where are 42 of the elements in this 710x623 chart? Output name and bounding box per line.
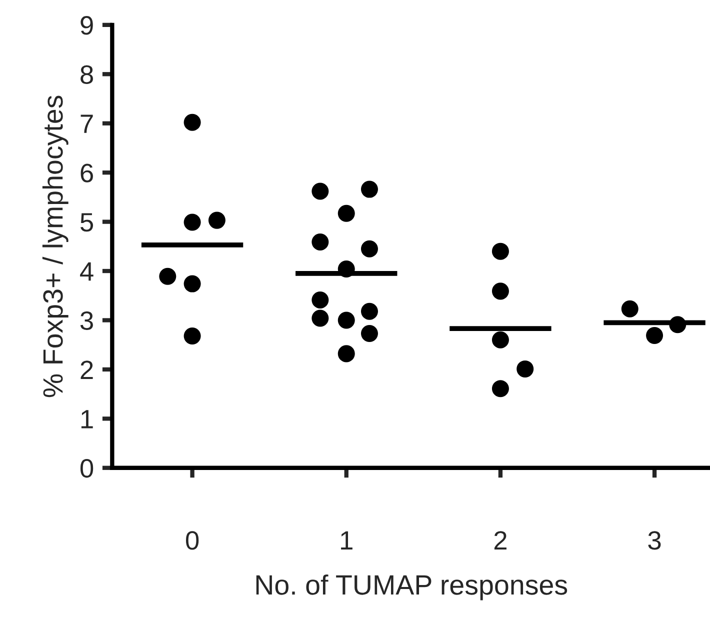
point bbox=[338, 312, 355, 329]
point bbox=[312, 292, 329, 309]
point bbox=[184, 275, 201, 292]
y-tick-label: 3 bbox=[80, 311, 93, 330]
x-tick-label: 3 bbox=[648, 531, 661, 550]
point bbox=[312, 182, 329, 200]
point bbox=[312, 233, 329, 250]
y-tick-label: 6 bbox=[80, 164, 93, 182]
y-tick-label: 7 bbox=[80, 114, 93, 133]
y-tick-label: 0 bbox=[80, 459, 94, 478]
point bbox=[516, 360, 534, 378]
x-tick-label: 2 bbox=[494, 531, 506, 550]
point bbox=[360, 302, 378, 320]
point bbox=[184, 214, 201, 231]
point bbox=[492, 242, 509, 260]
point bbox=[184, 114, 201, 131]
y-tick-label: 8 bbox=[80, 65, 93, 84]
point bbox=[492, 331, 509, 348]
point bbox=[338, 204, 355, 222]
point bbox=[338, 260, 355, 278]
point bbox=[208, 212, 226, 229]
point bbox=[492, 380, 509, 398]
point bbox=[312, 310, 329, 327]
x-axis-title: No. of TUMAP responses bbox=[256, 574, 568, 600]
y-axis-title: % Foxp3+ / lymphocytes bbox=[42, 96, 68, 398]
point bbox=[621, 300, 638, 318]
point bbox=[338, 345, 355, 362]
y-tick-label: 1 bbox=[81, 410, 93, 428]
point bbox=[669, 316, 686, 334]
y-tick-label: 9 bbox=[80, 16, 93, 35]
x-tick-label: 0 bbox=[186, 531, 199, 550]
point bbox=[646, 326, 664, 344]
y-tick-label: 5 bbox=[80, 213, 94, 232]
point bbox=[159, 268, 176, 285]
y-tick-label: 4 bbox=[80, 262, 94, 281]
point bbox=[184, 327, 201, 344]
point bbox=[360, 180, 378, 198]
y-tick-label: 2 bbox=[80, 360, 93, 379]
x-tick-label: 1 bbox=[341, 531, 352, 550]
point bbox=[360, 240, 378, 258]
point bbox=[492, 282, 509, 300]
point bbox=[360, 325, 378, 342]
